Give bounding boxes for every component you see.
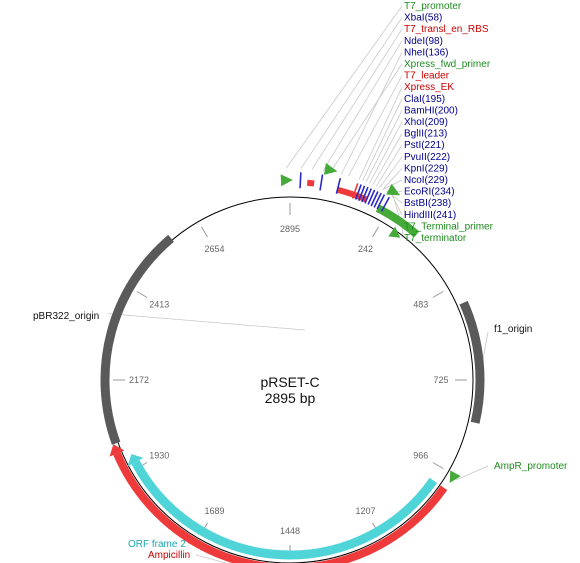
t7-transl-en-rbs-label: T7_transl_en_RBS xyxy=(404,24,489,35)
xpress-ek-label: Xpress_EK xyxy=(404,82,454,93)
plasmid-length: 2895 bp xyxy=(265,390,316,406)
tick-label: 966 xyxy=(413,451,428,461)
kpni-site xyxy=(373,192,382,208)
clai-label: ClaI(195) xyxy=(404,94,445,105)
leader-line xyxy=(379,156,403,189)
tick-label: 2895 xyxy=(280,224,300,234)
ndei-site xyxy=(319,174,324,191)
leader-line xyxy=(348,75,403,177)
t7-leader-label: T7_leader xyxy=(404,71,450,82)
hindiii-label: HindIII(241) xyxy=(404,210,456,221)
bglii-site xyxy=(364,188,373,204)
pbr322-origin-label: pBR322_origin xyxy=(33,311,99,322)
t7-transl-en-rbs-arc xyxy=(306,179,315,187)
t7-terminator-label: T7_terminator xyxy=(404,233,467,244)
tick-line xyxy=(372,226,379,238)
leader-line xyxy=(365,110,403,183)
xpress-fwd-primer-label: Xpress_fwd_primer xyxy=(404,59,491,70)
orf-frame-2-arc xyxy=(131,460,438,560)
ampr-promoter-label: AmpR_promoter xyxy=(494,461,568,472)
tick-line xyxy=(432,462,444,469)
tick-label: 1689 xyxy=(204,506,224,516)
pbr322-origin-arc xyxy=(100,234,174,445)
bamhi-label: BamHI(200) xyxy=(404,105,458,116)
leader-line xyxy=(482,331,489,360)
tick-label: 483 xyxy=(413,300,428,310)
tick-label: 2172 xyxy=(129,375,149,385)
ampicillin-arc-head xyxy=(109,444,125,457)
leader-line xyxy=(107,313,306,331)
xhoi-label: XhoI(209) xyxy=(404,117,448,128)
leader-line xyxy=(322,40,403,171)
plasmid-name: pRSET-C xyxy=(260,374,319,390)
leader-line xyxy=(382,179,403,190)
leader-line xyxy=(300,17,403,169)
tick-label: 1207 xyxy=(355,506,375,516)
t7-terminator-arc xyxy=(375,204,420,238)
clai-site xyxy=(354,184,362,200)
tick-line xyxy=(432,291,444,298)
ncoi-label: NcoI(229) xyxy=(404,175,448,186)
tick-label: 2654 xyxy=(204,244,224,254)
tick-label: 1930 xyxy=(149,451,169,461)
kpni-label: KpnI(229) xyxy=(404,163,448,174)
leader-line xyxy=(362,98,403,181)
tick-label: 242 xyxy=(358,244,373,254)
hindiii-site xyxy=(380,196,390,212)
t7-terminator-end-marker xyxy=(388,226,401,238)
feature-markers xyxy=(280,162,461,483)
leader-line xyxy=(330,63,403,173)
xpress-fwd-primer-marker xyxy=(323,162,338,175)
xbai-label: XbaI(58) xyxy=(404,13,442,24)
t7-promoter-marker xyxy=(280,174,293,187)
xhoi-site xyxy=(361,186,369,203)
leader-line xyxy=(195,554,228,563)
tick-label: 1448 xyxy=(280,526,300,536)
t7-terminal-primer-label: T7_Terminal_primer xyxy=(404,221,494,232)
t7-terminal-primer-marker xyxy=(386,183,401,196)
pvuii-label: PvuII(222) xyxy=(404,152,450,163)
bamhi-site xyxy=(358,185,366,202)
ecori-site xyxy=(376,194,386,210)
leader-line xyxy=(456,465,489,481)
t7-promoter-label: T7_promoter xyxy=(404,1,462,12)
nhei-site xyxy=(335,177,342,194)
leader-line xyxy=(369,121,403,184)
orf-frame-2-label: ORF frame 2 xyxy=(128,539,186,550)
leader-line xyxy=(372,133,403,186)
bstbi-label: BstBI(238) xyxy=(404,198,451,209)
tick-marks: 2895 242 483 725 966 1207 1448 1689 1930 2172 2413… xyxy=(113,203,467,557)
psti-label: PstI(221) xyxy=(404,140,445,151)
leader-line xyxy=(311,28,403,170)
pvuii-site xyxy=(370,191,379,207)
ampicillin-arc xyxy=(113,451,448,563)
leader-line xyxy=(340,52,403,175)
tick-line xyxy=(201,226,208,238)
ampicillin-label: Ampicillin xyxy=(148,550,190,561)
f1-origin-arc xyxy=(459,300,485,424)
xpress-ek-site xyxy=(351,183,359,199)
tick-line xyxy=(136,291,148,298)
bglii-label: BglII(213) xyxy=(404,129,447,140)
psti-site xyxy=(367,189,376,205)
tick-label: 725 xyxy=(433,375,448,385)
leader-line xyxy=(358,87,403,180)
feature-arcs xyxy=(100,179,485,563)
ndei-label: NdeI(98) xyxy=(404,36,443,47)
f1-origin-label: f1_origin xyxy=(494,324,532,335)
leader-line xyxy=(375,144,403,187)
leader-line xyxy=(285,5,403,169)
nhei-label: NheI(136) xyxy=(404,47,448,58)
tick-label: 2413 xyxy=(149,300,169,310)
orf-frame-2-arc-head xyxy=(127,453,144,467)
leader-line xyxy=(390,193,403,215)
feature-labels: T7_promoterXbaI(58)T7_transl_en_RBSNdeI(… xyxy=(33,1,568,561)
leader-line xyxy=(382,168,403,190)
xbai-site xyxy=(299,172,302,189)
ampr-promoter-marker xyxy=(449,470,461,483)
ecori-label: EcoRI(234) xyxy=(404,187,455,198)
